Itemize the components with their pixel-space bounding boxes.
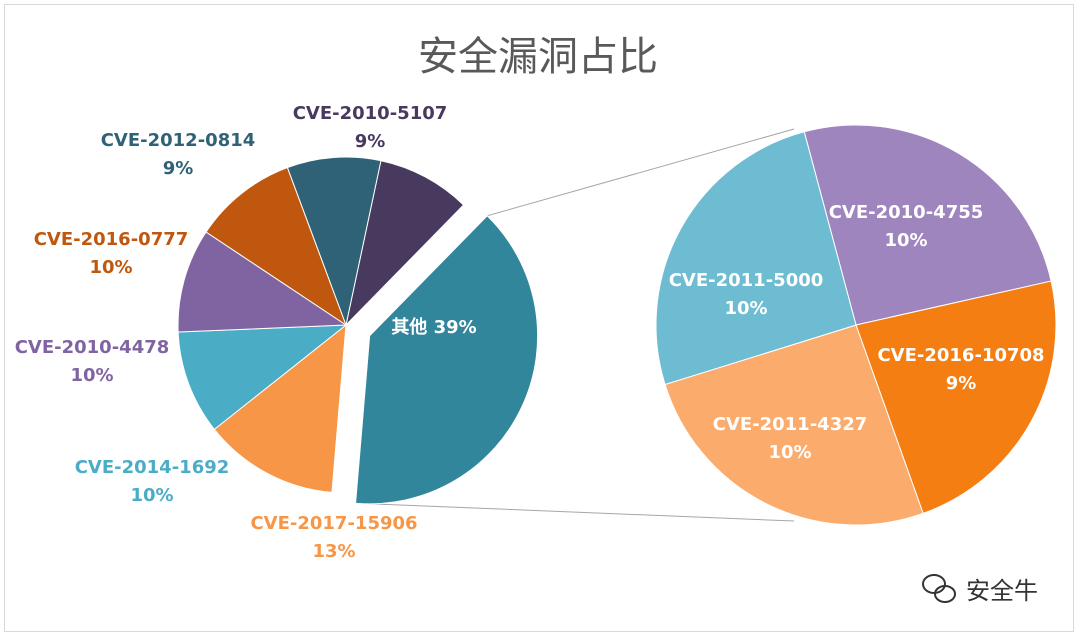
label-cve-2012-0814: CVE-2012-0814 9% <box>101 130 256 179</box>
slice-cve-2012-0814 <box>286 156 382 327</box>
connector-top <box>487 128 795 217</box>
slice-cve-2014-1692 <box>177 324 348 431</box>
label-percent: 10% <box>724 298 767 319</box>
connector-lines <box>355 128 795 522</box>
sec-label-cve-2016-10708: CVE-2016-10708 9% <box>877 345 1044 394</box>
connector-bottom <box>355 502 795 522</box>
label-name: CVE-2017-15906 <box>250 513 417 534</box>
main-pie <box>177 156 539 505</box>
label-name: CVE-2010-5107 <box>293 103 448 124</box>
label-percent: 10% <box>768 442 811 463</box>
label-percent: 13% <box>312 541 355 562</box>
sec-label-cve-2010-4755: CVE-2010-4755 10% <box>829 202 984 251</box>
label-cve-2017-15906: CVE-2017-15906 13% <box>250 513 417 562</box>
label-percent: 10% <box>89 257 132 278</box>
wechat-icon <box>922 574 956 603</box>
label-percent: 10% <box>884 230 927 251</box>
label-cve-2014-1692: CVE-2014-1692 10% <box>75 457 230 506</box>
slice-cve-2010-4478 <box>177 231 348 333</box>
slice-cve-2017-15906 <box>213 323 347 493</box>
label-percent: 9% <box>163 158 194 179</box>
secondary-pie <box>655 124 1057 526</box>
label-other: 其他 39% <box>391 316 476 338</box>
chart-title: 安全漏洞占比 <box>418 34 658 80</box>
label-name: CVE-2014-1692 <box>75 457 230 478</box>
label-name: CVE-2011-4327 <box>713 414 868 435</box>
sec-label-cve-2011-4327: CVE-2011-4327 10% <box>713 414 868 463</box>
label-percent: 9% <box>946 373 977 394</box>
slice-cve-2010-5107 <box>345 160 465 327</box>
sec-label-cve-2011-5000: CVE-2011-5000 10% <box>669 270 824 319</box>
sec-slice-cve-2011-5000 <box>655 131 857 386</box>
label-cve-2016-0777: CVE-2016-0777 10% <box>34 229 189 278</box>
sec-slice-cve-2016-10708 <box>855 280 1057 515</box>
slice-cve-2016-0777 <box>205 166 348 327</box>
label-name: CVE-2010-4755 <box>829 202 984 223</box>
sec-slice-cve-2011-4327 <box>664 324 924 526</box>
label-percent: 10% <box>130 485 173 506</box>
label-cve-2010-5107: CVE-2010-5107 9% <box>293 103 448 152</box>
label-name: CVE-2016-10708 <box>877 345 1044 366</box>
label-name: CVE-2011-5000 <box>669 270 824 291</box>
label-name: CVE-2012-0814 <box>101 130 256 151</box>
label-cve-2010-4478: CVE-2010-4478 10% <box>15 337 170 386</box>
label-percent: 10% <box>70 365 113 386</box>
label-name: CVE-2016-0777 <box>34 229 189 250</box>
label-name: CVE-2010-4478 <box>15 337 170 358</box>
watermark-text: 安全牛 <box>966 577 1038 605</box>
sec-slice-cve-2010-4755 <box>803 124 1052 326</box>
watermark: 安全牛 <box>922 574 1038 605</box>
label-percent: 9% <box>355 131 386 152</box>
slice-other <box>355 215 539 505</box>
